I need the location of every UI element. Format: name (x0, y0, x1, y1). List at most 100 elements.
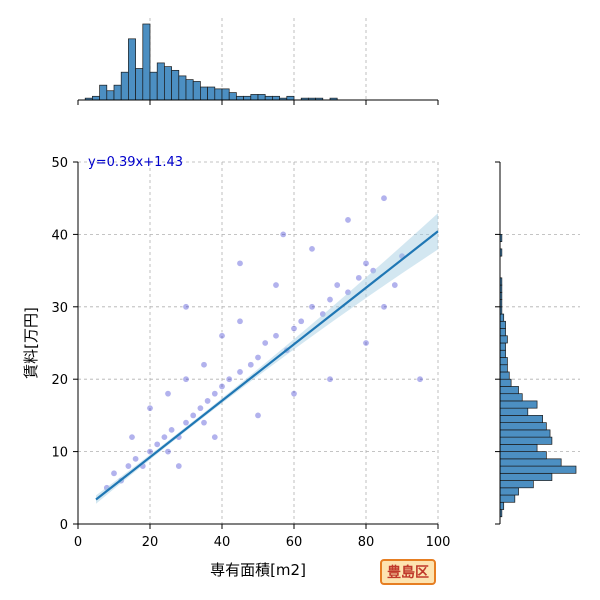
right-hist-bar (499, 371, 510, 380)
top-hist-ticks (77, 100, 439, 105)
y-tick-label: 10 (51, 446, 68, 461)
scatter-point (175, 462, 183, 470)
scatter-point (182, 375, 190, 383)
top-hist-bar (156, 62, 165, 101)
scatter-point (200, 419, 208, 427)
top-hist-bar (286, 95, 295, 101)
right-hist-bar (499, 328, 506, 337)
right-hist-bar (499, 501, 505, 510)
top-hist-bar (92, 95, 100, 101)
scatter-point (110, 469, 118, 477)
top-hist-bar (207, 86, 216, 101)
scatter-point (254, 411, 262, 419)
right-hist-bar (499, 320, 506, 329)
right-hist-bar (499, 407, 529, 416)
scatter-point (153, 440, 161, 448)
top-hist-bar (214, 88, 223, 101)
right-hist-bars (499, 234, 577, 518)
y-tick-label: 40 (51, 228, 68, 243)
right-hist-bar (499, 487, 519, 496)
x-tick-label: 80 (358, 535, 375, 550)
right-hist-bar (499, 465, 577, 474)
ward-badge: 豊島区 (380, 559, 436, 585)
top-hist-bar (164, 66, 172, 101)
top-hist-bar (192, 81, 201, 101)
scatter-point (297, 317, 305, 325)
x-axis-label: 専有面積[m2] (210, 561, 306, 579)
right-hist-bar (499, 349, 506, 358)
top-hist-bar (200, 86, 208, 101)
scatter-point (160, 433, 168, 441)
gridlines (78, 161, 439, 524)
top-hist-bar (264, 95, 273, 101)
top-hist-bar (228, 92, 237, 101)
regression-equation: y=0.39x+1.43 (88, 155, 183, 170)
scatter-point (261, 339, 269, 347)
right-hist-bar (499, 422, 547, 431)
scatter-point (369, 267, 377, 275)
top-hist-bar (142, 23, 151, 101)
right-hist-bar (499, 378, 512, 387)
scatter-point (164, 390, 172, 398)
scatter-point (308, 303, 316, 311)
top-hist-bar (99, 84, 108, 101)
scatter-point (326, 375, 334, 383)
x-tick-label: 0 (74, 535, 82, 550)
scatter-point (128, 433, 136, 441)
top-hist-bar (120, 71, 129, 101)
scatter-point (168, 426, 176, 434)
right-hist-bar (499, 472, 553, 481)
y-tick-label: 30 (51, 301, 68, 316)
scatter-point (225, 375, 233, 383)
scatter-point (344, 216, 352, 224)
scatter-point (344, 288, 352, 296)
regression-line (95, 230, 439, 501)
scatter-point (236, 259, 244, 267)
scatter-point (308, 245, 316, 253)
top-hist-bars (84, 23, 338, 101)
scatter-point (254, 353, 262, 361)
top-hist-bar (272, 95, 280, 101)
scatter-point (333, 281, 341, 289)
scatter-point (236, 368, 244, 376)
y-tick-label: 0 (60, 518, 68, 533)
top-hist-bar (185, 79, 194, 101)
scatter-point (164, 448, 172, 456)
scatter-point (272, 281, 280, 289)
scatter-point (380, 194, 388, 202)
scatter-point (211, 390, 219, 398)
right-hist-bar (499, 400, 538, 409)
scatter-points (103, 194, 424, 492)
scatter-point (362, 259, 370, 267)
x-tick-label: 40 (214, 535, 231, 550)
scatter-point (279, 230, 287, 238)
right-hist-bar (499, 480, 534, 489)
scatter-point (319, 310, 327, 318)
scatter-point (200, 361, 208, 369)
scatter-point (132, 455, 140, 463)
scatter-point (355, 274, 363, 282)
right-hist-bar (499, 386, 519, 395)
scatter-point (362, 339, 370, 347)
y-tick-label: 50 (51, 156, 68, 171)
scatter-point (146, 448, 154, 456)
scatter-point (272, 332, 280, 340)
scatter-point (124, 462, 132, 470)
right-hist-bar (499, 458, 562, 467)
scatter-point (247, 361, 255, 369)
scatter-point (290, 325, 298, 333)
top-hist-bar (171, 69, 180, 101)
scatter-point (204, 397, 212, 405)
x-tick-label: 20 (142, 535, 159, 550)
top-hist-bar (178, 75, 187, 101)
scatter-point (326, 296, 334, 304)
scatter-point (196, 404, 204, 412)
scatter-point (146, 404, 154, 412)
top-hist-bar (236, 95, 244, 101)
x-tick-label: 100 (426, 535, 451, 550)
top-hist-bar (135, 68, 144, 101)
scatter-point (218, 382, 226, 390)
top-hist-bar (243, 95, 252, 101)
y-tick-label: 20 (51, 373, 68, 388)
